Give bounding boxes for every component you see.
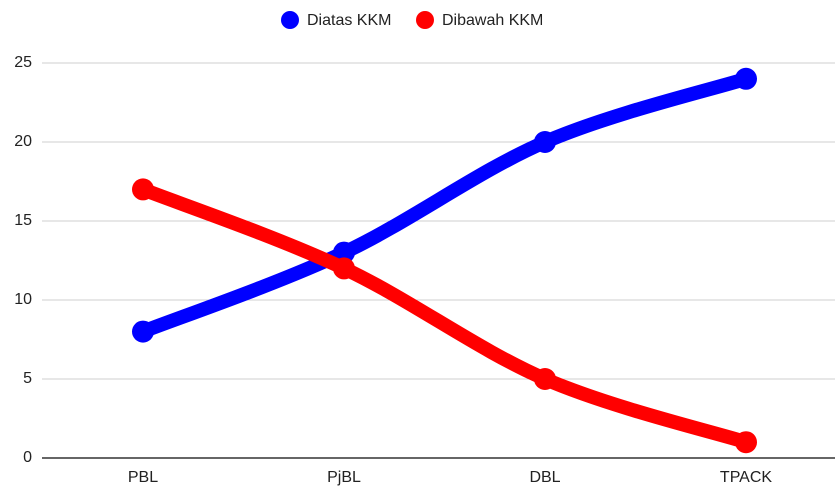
x-tick-label: DBL [529, 469, 560, 486]
y-tick-label: 25 [14, 54, 32, 71]
point-marker [534, 131, 556, 153]
point-marker [132, 320, 154, 343]
legend-label: Dibawah KKM [442, 12, 543, 29]
y-tick-label: 10 [14, 291, 32, 308]
point-marker [132, 178, 154, 201]
legend-label: Diatas KKM [307, 12, 391, 29]
x-tick-label: PjBL [327, 469, 361, 486]
y-tick-label: 20 [14, 133, 32, 150]
series-line [136, 71, 753, 339]
point-marker [333, 241, 355, 264]
y-tick-label: 15 [14, 212, 32, 229]
legend-marker [281, 11, 299, 29]
point-marker [735, 431, 757, 454]
point-marker [735, 67, 757, 90]
point-marker [534, 368, 556, 390]
legend-marker [416, 11, 434, 29]
point-marker [333, 257, 355, 280]
y-tick-label: 0 [23, 449, 32, 466]
y-tick-label: 5 [23, 370, 32, 387]
x-tick-label: PBL [128, 469, 158, 486]
series-line [136, 182, 753, 450]
x-tick-label: TPACK [720, 469, 772, 486]
